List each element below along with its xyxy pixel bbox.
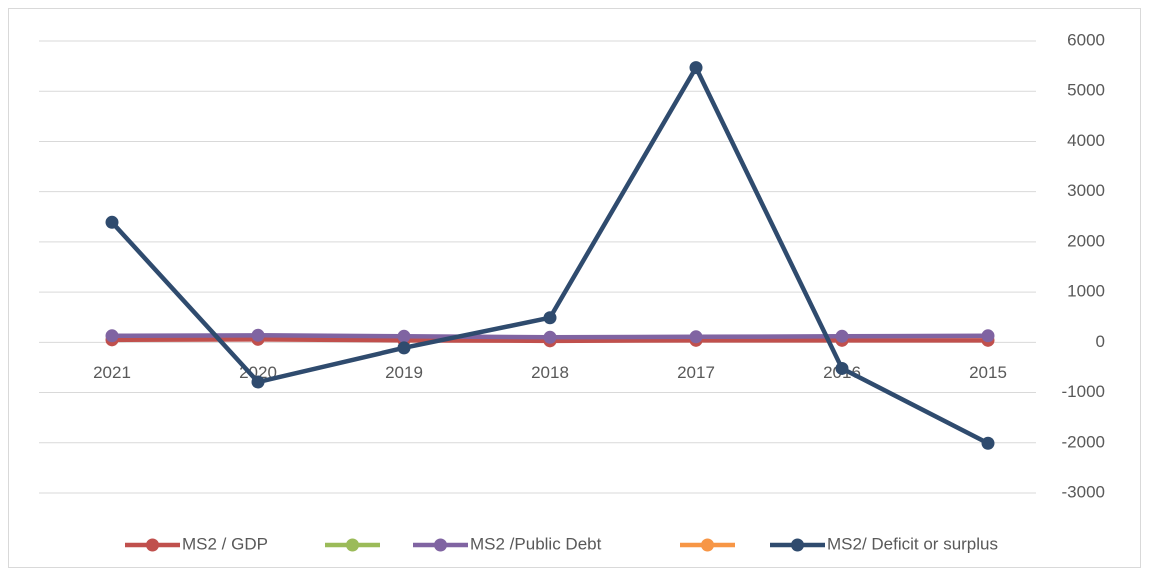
legend-label: MS2/ Deficit or surplus — [827, 534, 998, 553]
point-marker — [543, 311, 557, 325]
point-marker — [835, 329, 849, 343]
y-tick-label: 4000 — [1067, 131, 1105, 150]
point-marker — [251, 328, 265, 342]
x-tick-label: 2018 — [531, 363, 569, 382]
point-marker — [251, 375, 265, 389]
point-marker — [689, 61, 703, 75]
legend-label: MS2 /Public Debt — [470, 534, 602, 553]
y-tick-label: -1000 — [1062, 382, 1105, 401]
y-tick-label: -3000 — [1062, 482, 1105, 501]
x-tick-label: 2017 — [677, 363, 715, 382]
point-marker — [543, 330, 557, 344]
point-marker — [835, 361, 849, 375]
point-marker — [397, 341, 411, 355]
point-marker — [397, 329, 411, 343]
y-tick-label: -2000 — [1062, 432, 1105, 451]
y-tick-label: 5000 — [1067, 81, 1105, 100]
point-marker — [105, 215, 119, 229]
legend-marker — [791, 538, 804, 552]
y-tick-label: 1000 — [1067, 282, 1105, 301]
y-tick-label: 6000 — [1067, 30, 1105, 49]
x-tick-label: 2021 — [93, 363, 131, 382]
chart-border — [8, 8, 1141, 568]
x-tick-label: 2019 — [385, 363, 423, 382]
point-marker — [981, 436, 995, 450]
y-tick-label: 0 — [1096, 332, 1105, 351]
point-marker — [981, 329, 995, 343]
legend-label: MS2 / GDP — [182, 534, 268, 553]
y-tick-label: 3000 — [1067, 181, 1105, 200]
x-tick-label: 2015 — [969, 363, 1007, 382]
legend-marker — [434, 538, 447, 552]
legend-marker — [346, 538, 359, 552]
x-tick-label: 2020 — [239, 363, 277, 382]
legend-marker — [146, 538, 159, 552]
y-tick-label: 2000 — [1067, 231, 1105, 250]
legend-marker — [701, 538, 714, 552]
point-marker — [689, 330, 703, 344]
point-marker — [105, 329, 119, 343]
